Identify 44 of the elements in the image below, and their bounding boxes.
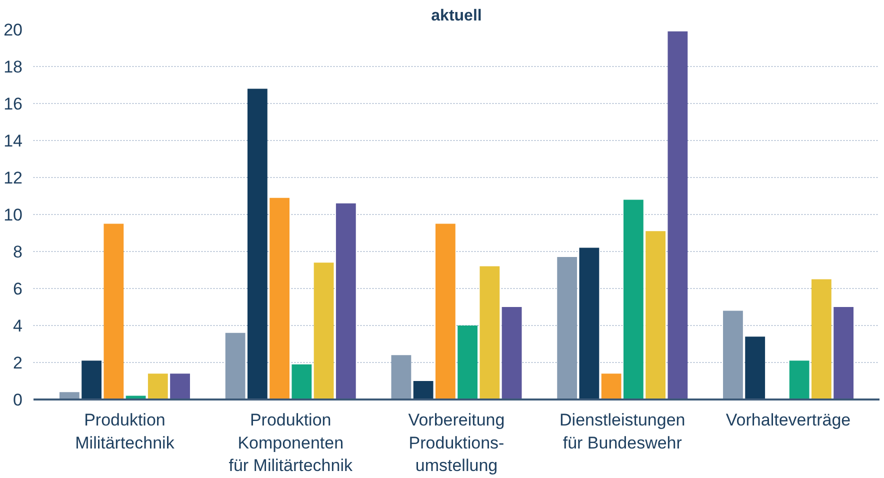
bar [834,307,854,400]
chart-title: aktuell [431,8,482,24]
bar [292,364,312,400]
bar [82,360,102,400]
bar [458,326,478,400]
bar [247,88,268,400]
y-tick-label: 18 [4,58,23,76]
bar [170,374,190,400]
y-tick-label: 12 [4,168,23,188]
y-tick-label: 10 [4,206,23,224]
bar [391,355,412,400]
x-tick-label: Produktion Militärtechnik [75,410,175,452]
y-tick-label: 4 [13,316,23,336]
bar [435,224,456,400]
bar [557,257,578,400]
y-tick-label: 20 [4,20,23,40]
bar [148,374,168,400]
x-tick-label: Vorhalteverträge [726,410,851,430]
bar [811,279,832,400]
bar [646,231,666,400]
y-tick-label: 8 [13,242,23,262]
bar [314,262,334,400]
y-tick-label: 2 [13,354,23,372]
bar [336,203,356,400]
bar [225,332,246,400]
x-tick-label: Vorbereitung Produktions- umstellung [408,410,505,476]
bar [601,374,622,400]
x-tick-label: Produktion Komponenten für Militärtechnik [228,410,353,476]
y-tick-label: 14 [4,132,23,150]
bar [480,266,500,400]
bar [104,224,124,400]
bar [745,336,766,400]
bar [668,31,688,400]
x-tick-label: Dienstleistungen für Bundeswehr [560,410,686,452]
bar [502,307,522,400]
bar [579,248,600,400]
bar [413,381,434,400]
y-tick-label: 6 [13,280,23,298]
y-tick-label: 0 [13,390,23,410]
bar [723,310,743,400]
bar [789,360,810,400]
bar [270,198,290,400]
y-tick-label: 16 [4,94,23,114]
bar [623,200,644,400]
